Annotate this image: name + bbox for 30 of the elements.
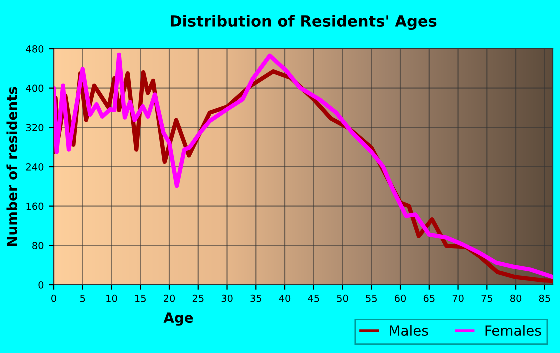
y-tick-label: 80 [32,242,44,250]
x-tick-label: 70 [452,294,464,302]
legend-label: Males [390,325,428,336]
chart-title: Distribution of Residents' Ages [170,15,437,30]
x-tick-label: 0 [52,294,56,302]
y-tick-label: 160 [26,202,44,210]
x-tick-label: 45 [308,295,320,302]
y-tick-label: 400 [26,84,44,92]
x-tick-label: 40 [279,294,291,302]
x-tick-label: 75 [482,295,492,302]
y-tick-label: 480 [26,45,44,53]
y-tick-label: 0 [38,281,44,289]
x-tick-label: 80 [510,294,522,302]
x-tick-label: 25 [192,294,204,302]
x-tick-label: 5 [80,295,86,302]
x-tick-label: 60 [395,294,406,302]
x-tick-label: 30 [222,294,233,302]
y-tick-label: 320 [26,124,44,132]
legend-label: Females [486,325,542,336]
x-tick-label: 15 [136,295,146,302]
x-tick-label: 50 [337,294,348,302]
x-tick-label: 35 [250,294,262,302]
x-tick-label: 85 [539,294,550,302]
x-tick-label: 65 [424,294,435,302]
x-tick-label: 10 [106,294,118,302]
y-tick-label: 240 [26,163,44,171]
x-tick-label: 55 [366,295,377,302]
y-axis-title: Number of residents [6,87,18,246]
x-axis-title: Age [164,312,194,326]
x-tick-label: 20 [164,294,176,302]
